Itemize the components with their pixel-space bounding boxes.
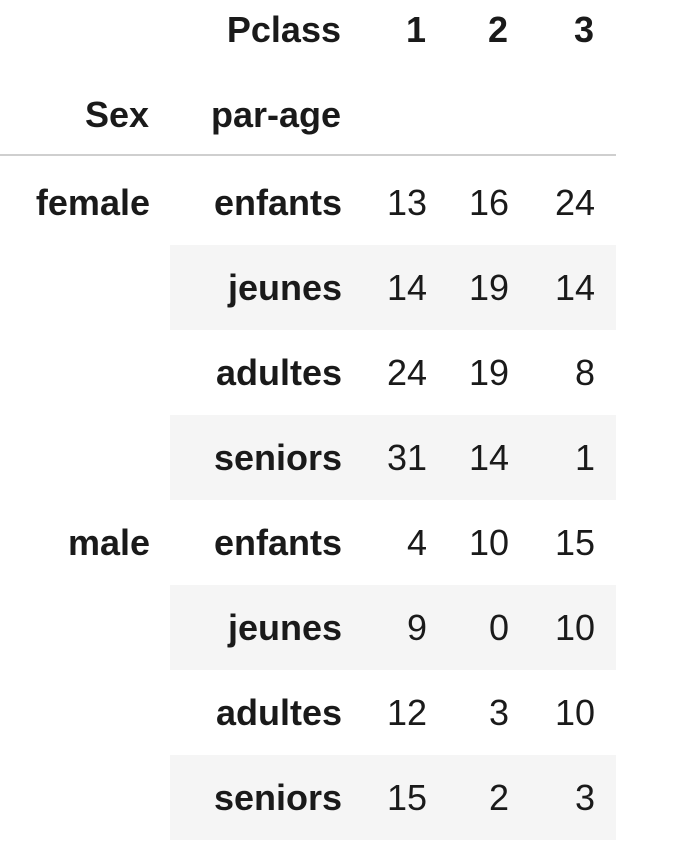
row-sex-label: female [35,181,150,223]
cell-value: 1 [574,436,595,478]
row-age-label: seniors [213,436,342,478]
columns-label: Pclass [226,9,341,50]
table-row: adultes 24 19 8 [0,330,616,415]
row-age-label: enfants [213,181,342,223]
table-row: jeunes 9 0 10 [0,585,616,670]
row-age-label: adultes [215,691,342,733]
index-label-age: par-age [210,94,341,135]
table-row: seniors 31 14 1 [0,415,616,500]
cell-value: 4 [406,521,427,563]
cell-value: 15 [554,521,595,563]
cell-value: 10 [554,691,595,733]
cell-value: 8 [574,351,595,393]
cell-value: 10 [468,521,509,563]
cell-value: 24 [386,351,427,393]
table-row: adultes 12 3 10 [0,670,616,755]
cell-value: 10 [554,606,595,648]
index-label-sex: Sex [84,94,149,135]
cell-value: 19 [468,266,509,308]
column-header-2: 2 [487,9,508,50]
row-age-label: jeunes [227,266,342,308]
row-age-label: jeunes [227,606,342,648]
row-stripe [170,585,616,670]
row-stripe [170,415,616,500]
row-age-label: adultes [215,351,342,393]
cell-value: 14 [554,266,595,308]
cell-value: 12 [386,691,427,733]
cell-value: 9 [406,606,427,648]
cell-value: 16 [468,181,509,223]
row-age-label: enfants [213,521,342,563]
cell-value: 31 [386,436,427,478]
cell-value: 15 [386,776,427,818]
cell-value: 3 [574,776,595,818]
cell-value: 14 [468,436,509,478]
cell-value: 3 [488,691,509,733]
cell-value: 0 [488,606,509,648]
table-row: female enfants 13 16 24 [0,160,616,245]
cell-value: 14 [386,266,427,308]
table-header: Pclass 1 2 3 Sex par-age [0,0,616,156]
table-row: jeunes 14 19 14 [0,245,616,330]
cell-value: 24 [554,181,595,223]
cell-value: 13 [386,181,427,223]
table-row: male enfants 4 10 15 [0,500,616,585]
column-header-3: 3 [573,9,594,50]
row-age-label: seniors [213,776,342,818]
column-header-1: 1 [405,9,426,50]
row-sex-label: male [67,521,150,563]
cell-value: 19 [468,351,509,393]
cell-value: 2 [488,776,509,818]
row-stripe [170,245,616,330]
row-stripe [170,755,616,840]
table-row: seniors 15 2 3 [0,755,616,840]
